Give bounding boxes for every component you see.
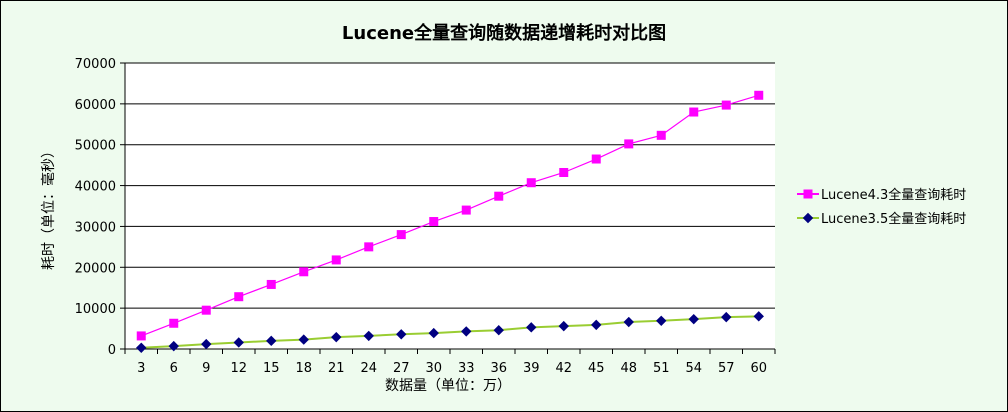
data-point [526,178,536,188]
data-point [363,330,374,342]
x-tick-label: 45 [588,361,605,376]
x-tick-label: 30 [425,361,442,376]
x-tick-label: 21 [328,361,345,376]
data-point [234,292,244,302]
data-point [461,205,471,215]
data-point [754,90,764,100]
x-tick-label: 42 [555,361,572,376]
data-point [168,340,179,352]
y-tick-label: 70000 [75,57,116,72]
legend-marker [803,189,813,199]
data-point [461,326,472,337]
data-point [233,337,244,348]
data-point [396,329,407,340]
x-tick-label: 15 [263,361,280,376]
x-tick-label: 6 [170,361,178,376]
data-point [169,318,179,328]
legend: Lucene4.3全量查询耗时 Lucene3.5全量查询耗时 [797,187,966,227]
data-point [559,167,569,177]
data-point [623,316,634,328]
y-tick-label: 60000 [75,98,116,113]
series-line [141,94,759,337]
data-point [558,320,569,332]
data-point [396,230,406,240]
data-point [136,331,146,341]
x-tick-label: 48 [620,361,637,376]
y-tick-label: 0 [108,343,116,358]
data-point [656,315,667,327]
x-tick-label: 9 [202,361,210,376]
y-tick-label: 50000 [75,139,116,154]
x-tick-label: 57 [718,361,735,376]
y-axis-title: 耗时（单位：毫秒） [40,144,57,270]
legend-marker [802,212,814,224]
x-tick-label: 18 [295,361,312,376]
data-point [201,305,211,315]
data-point [721,311,732,323]
x-tick-label: 24 [360,361,377,376]
data-point [298,334,309,345]
data-point [721,100,731,110]
x-tick-label: 33 [458,361,475,376]
data-point [266,335,277,347]
legend-label: Lucene3.5全量查询耗时 [821,211,966,227]
y-tick-label: 30000 [75,220,116,235]
chart-title: Lucene全量查询随数据递增耗时对比图 [342,22,666,44]
x-tick-label: 36 [490,361,507,376]
data-point [331,255,341,265]
data-point [591,154,601,164]
data-point [364,242,374,252]
x-tick-label: 60 [750,361,767,376]
x-tick-label: 3 [137,361,145,376]
data-point [428,327,439,339]
y-tick-label: 40000 [75,180,116,195]
data-point [331,331,342,343]
data-point [591,319,602,331]
x-tick-label: 54 [685,361,702,376]
y-tick-label: 10000 [75,302,116,317]
data-point [689,107,699,117]
x-tick-label: 12 [230,361,247,376]
x-tick-label: 27 [393,361,410,376]
data-point [494,191,504,201]
data-point [136,342,147,353]
data-point [201,338,212,350]
data-point [624,139,634,149]
data-point [526,322,537,333]
data-point [493,324,504,336]
x-tick-label: 39 [523,361,540,376]
data-point [688,313,699,325]
legend-label: Lucene4.3全量查询耗时 [821,187,966,203]
x-axis-title: 数据量（单位：万） [385,378,511,394]
series-line [141,315,759,349]
data-point [656,130,666,140]
data-point [753,311,764,322]
x-tick-label: 51 [653,361,670,376]
data-point [299,267,309,277]
data-point [429,217,439,227]
plot-background [125,63,775,349]
data-point [266,279,276,289]
y-tick-label: 20000 [75,261,116,276]
